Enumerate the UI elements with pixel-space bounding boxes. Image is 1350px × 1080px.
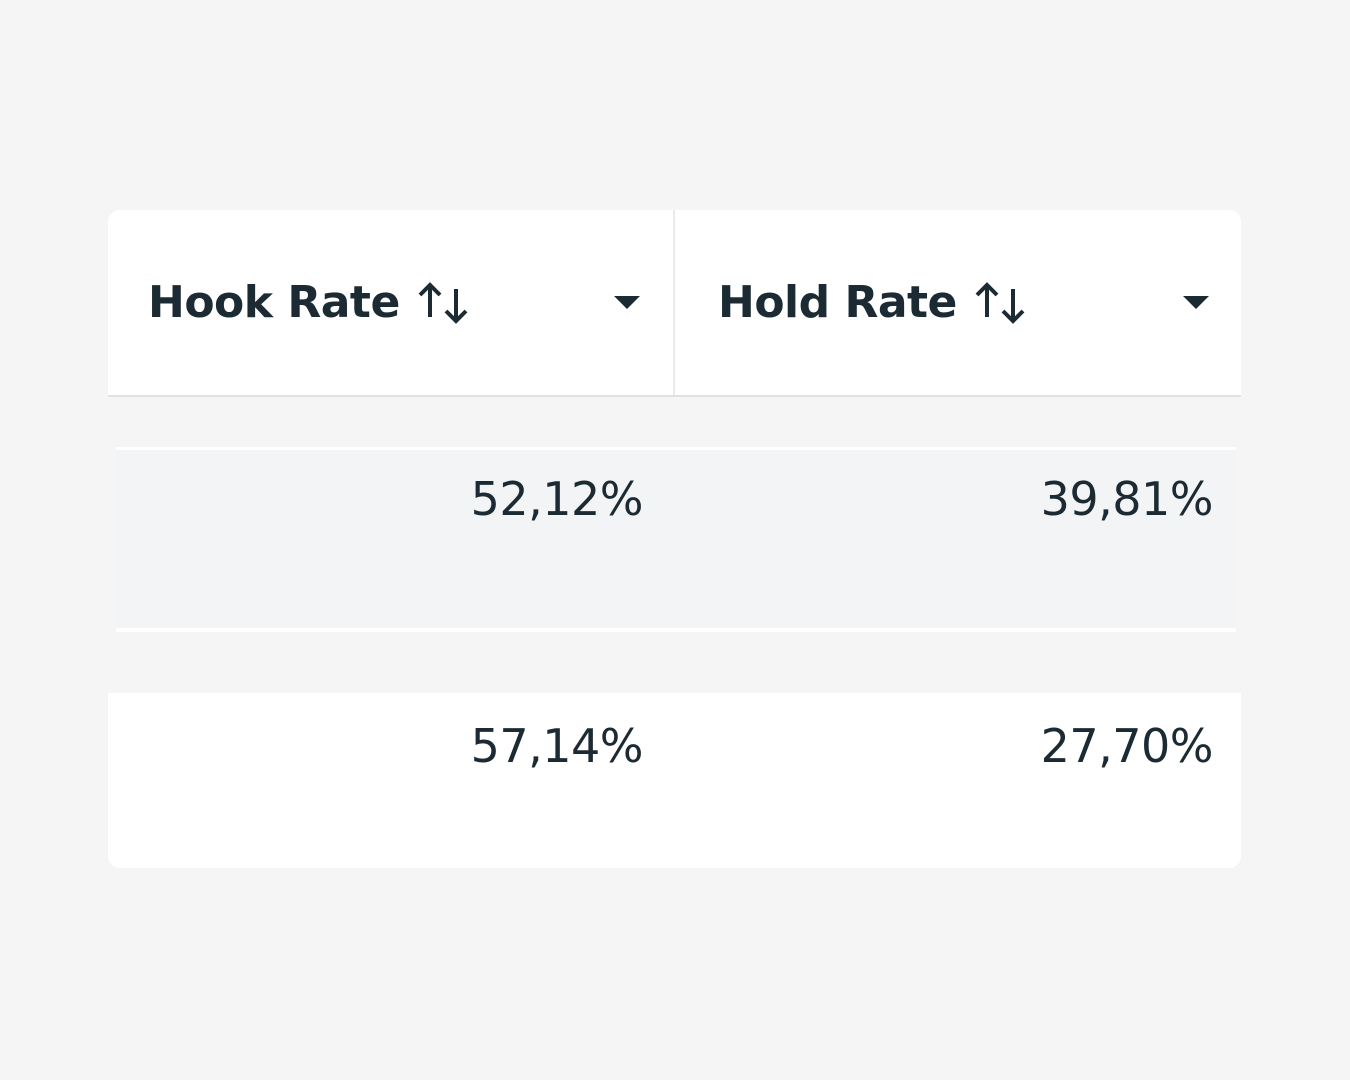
table-row[interactable]: 57,14% 27,70% bbox=[108, 693, 1241, 868]
column-title: Hook Rate bbox=[148, 277, 400, 328]
dropdown-caret[interactable] bbox=[1181, 294, 1211, 310]
cell-value: 39,81% bbox=[1040, 472, 1214, 526]
table-header: Hook Rate Hold Rate bbox=[108, 210, 1241, 397]
dropdown-caret[interactable] bbox=[612, 294, 642, 310]
table-card: Hook Rate Hold Rate bbox=[108, 210, 1241, 868]
column-title: Hold Rate bbox=[718, 277, 957, 328]
table-row[interactable]: 52,12% 39,81% bbox=[116, 447, 1236, 632]
cell-value: 57,14% bbox=[470, 719, 644, 773]
column-header[interactable]: Hook Rate bbox=[148, 210, 474, 395]
column-divider bbox=[673, 210, 675, 395]
cell-value: 27,70% bbox=[1040, 719, 1214, 773]
sort-icon[interactable] bbox=[971, 279, 1031, 327]
sort-icon[interactable] bbox=[414, 279, 474, 327]
column-header[interactable]: Hold Rate bbox=[718, 210, 1031, 395]
cell-value: 52,12% bbox=[470, 472, 644, 526]
